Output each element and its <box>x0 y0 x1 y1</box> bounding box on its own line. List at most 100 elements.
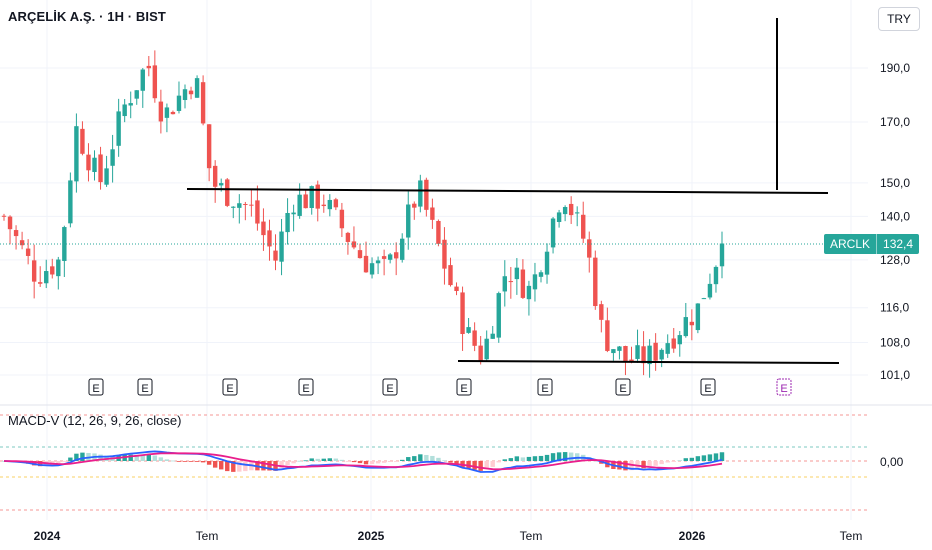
currency-button[interactable]: TRY <box>878 7 920 31</box>
candle-body <box>86 154 91 171</box>
macd-histogram-bar <box>647 461 652 467</box>
macd-histogram-bar <box>339 459 345 461</box>
price-tick-label: 150,0 <box>880 176 910 190</box>
earnings-marker[interactable]: E <box>456 378 472 396</box>
macd-histogram-bar <box>164 459 170 461</box>
candle-body <box>25 248 31 256</box>
macd-histogram-bar <box>659 461 664 465</box>
candle-body <box>194 78 200 98</box>
macd-indicator-label[interactable]: MACD-V (12, 26, 9, 26, close) <box>8 413 182 428</box>
macd-histogram-bar <box>695 456 701 461</box>
earnings-marker[interactable]: E <box>537 378 553 396</box>
candle-body <box>188 90 194 95</box>
macd-histogram-bar <box>412 456 417 461</box>
candle-body <box>182 89 188 101</box>
macd-histogram-bar <box>496 461 501 463</box>
candle-body <box>225 179 230 206</box>
candle-body <box>581 214 586 239</box>
macd-histogram-bar <box>267 461 272 471</box>
candle-body <box>110 149 115 166</box>
time-tick-label: 2024 <box>34 529 61 543</box>
candle-body <box>430 207 435 220</box>
earnings-marker[interactable]: E <box>615 378 631 396</box>
svg-text:E: E <box>226 383 233 395</box>
candle-body <box>68 180 73 224</box>
price-axis[interactable]: 101,0 108,0 116,0 128,0 140,0 150,0 170,0 190,0 <box>880 61 910 382</box>
svg-text:E: E <box>780 383 787 395</box>
earnings-marker[interactable]: E <box>776 378 792 396</box>
trendlines[interactable] <box>186 18 840 364</box>
candle-body <box>134 90 139 99</box>
candle-body <box>170 111 176 115</box>
candle-body <box>279 231 284 262</box>
candle-body <box>146 65 152 69</box>
candle-body <box>7 216 13 230</box>
earnings-marker[interactable]: E <box>222 378 238 396</box>
candles <box>1 50 725 378</box>
candle-body <box>635 345 640 359</box>
macd-histogram-bar <box>200 461 206 463</box>
candle-body <box>140 69 145 91</box>
candle-body <box>532 274 538 290</box>
macd-zero-label: 0,00 <box>880 455 904 469</box>
macd-histogram-bar <box>436 457 441 461</box>
earnings-marker[interactable]: E <box>137 378 153 396</box>
macd-histogram-bar <box>56 461 61 464</box>
macd-histogram-bar <box>182 461 188 462</box>
svg-text:E: E <box>619 383 626 395</box>
macd-histogram-bar <box>593 460 598 462</box>
candle-body <box>550 218 556 248</box>
candle-body <box>454 286 459 291</box>
candle-body <box>74 126 79 182</box>
macd-histogram-bar <box>381 461 387 463</box>
candle-body <box>19 240 25 246</box>
macd-histogram-bar <box>653 461 658 466</box>
candle-body <box>562 207 568 215</box>
grid-lines <box>0 0 868 520</box>
time-axis[interactable]: 2024 Tem 2025 Tem 2026 Tem <box>34 529 863 543</box>
candle-body <box>375 260 381 264</box>
candle-body <box>448 265 453 286</box>
macd-histogram-bar <box>98 454 103 461</box>
candle-body <box>1 215 7 217</box>
earnings-marker[interactable]: E <box>298 378 314 396</box>
candle-body <box>659 349 664 360</box>
candle-body <box>665 343 670 354</box>
earnings-marker[interactable]: E <box>382 378 398 396</box>
symbol-title: ARÇELİK A.Ş. · 1H · BIST <box>8 9 166 24</box>
candle-body <box>629 359 634 362</box>
candle-body <box>520 269 526 298</box>
svg-text:E: E <box>386 383 393 395</box>
macd-histogram-bar <box>550 453 556 461</box>
macd-histogram-bar <box>231 461 236 472</box>
earnings-marker[interactable]: E <box>88 378 104 396</box>
support-trendline[interactable] <box>457 360 840 364</box>
macd-histogram-bar <box>62 461 67 462</box>
earnings-marker[interactable]: E <box>700 378 716 396</box>
macd-histogram-bar <box>454 461 459 465</box>
candle-body <box>104 168 109 185</box>
macd-histogram-bar <box>484 461 489 469</box>
candle-body <box>526 285 532 300</box>
candle-body <box>418 180 423 207</box>
candle-body <box>400 238 405 260</box>
svg-text:E: E <box>704 383 711 395</box>
candle-body <box>339 209 345 229</box>
candle-body <box>80 128 85 154</box>
macd-histogram-bar <box>677 460 682 461</box>
macd-line <box>3 450 723 473</box>
candle-body <box>255 200 260 224</box>
macd-histogram-bar <box>152 455 158 461</box>
candle-body <box>128 103 133 106</box>
macd-histogram-bar <box>279 461 284 468</box>
macd-histogram-bar <box>400 459 405 461</box>
macd-histogram-bar <box>701 455 707 461</box>
macd-histogram-bar <box>128 454 133 461</box>
candle-body <box>466 327 471 333</box>
candle-body <box>285 212 290 233</box>
macd-histogram-bar <box>671 461 676 462</box>
resistance-trendline[interactable] <box>186 188 829 194</box>
macd-histogram-bar <box>140 454 145 461</box>
